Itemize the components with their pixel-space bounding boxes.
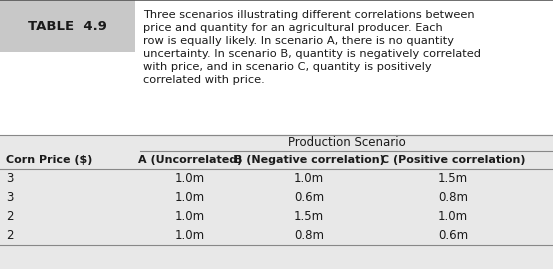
Text: price and quantity for an agricultural producer. Each: price and quantity for an agricultural p… xyxy=(143,23,443,33)
Bar xyxy=(0,0,553,135)
Text: B (Negative correlation): B (Negative correlation) xyxy=(233,155,384,165)
Text: 2: 2 xyxy=(6,210,13,223)
Text: 1.0m: 1.0m xyxy=(438,210,468,223)
Text: 1.0m: 1.0m xyxy=(294,172,324,185)
Text: 1.5m: 1.5m xyxy=(294,210,324,223)
Text: Corn Price ($): Corn Price ($) xyxy=(6,155,92,165)
Text: 3: 3 xyxy=(6,172,13,185)
Text: 0.6m: 0.6m xyxy=(294,191,324,204)
Text: A (Uncorrelated): A (Uncorrelated) xyxy=(138,155,242,165)
Text: 1.0m: 1.0m xyxy=(175,210,205,223)
Text: 1.0m: 1.0m xyxy=(175,229,205,242)
Text: Three scenarios illustrating different correlations between: Three scenarios illustrating different c… xyxy=(143,10,474,20)
Text: correlated with price.: correlated with price. xyxy=(143,75,265,85)
Text: 3: 3 xyxy=(6,191,13,204)
Text: 0.6m: 0.6m xyxy=(438,229,468,242)
Text: uncertainty. In scenario B, quantity is negatively correlated: uncertainty. In scenario B, quantity is … xyxy=(143,49,481,59)
Text: row is equally likely. In scenario A, there is no quantity: row is equally likely. In scenario A, th… xyxy=(143,36,454,46)
Text: 2: 2 xyxy=(6,229,13,242)
Bar xyxy=(0,135,553,269)
Text: 1.5m: 1.5m xyxy=(438,172,468,185)
Text: Production Scenario: Production Scenario xyxy=(288,136,405,150)
Text: 1.0m: 1.0m xyxy=(175,172,205,185)
Text: 0.8m: 0.8m xyxy=(438,191,468,204)
Text: 0.8m: 0.8m xyxy=(294,229,324,242)
Text: C (Positive correlation): C (Positive correlation) xyxy=(381,155,525,165)
Text: TABLE  4.9: TABLE 4.9 xyxy=(28,19,107,33)
Text: with price, and in scenario C, quantity is positively: with price, and in scenario C, quantity … xyxy=(143,62,432,72)
Text: 1.0m: 1.0m xyxy=(175,191,205,204)
Bar xyxy=(0,0,135,52)
